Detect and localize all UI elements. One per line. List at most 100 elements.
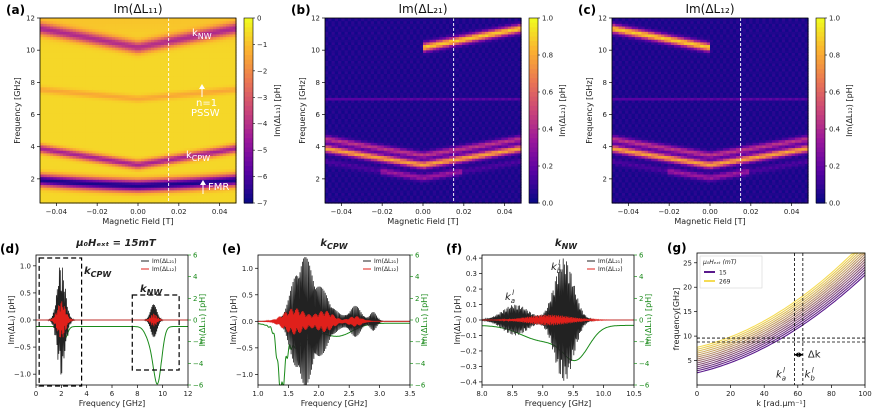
heatmap-cell-a	[180, 121, 185, 125]
heatmap-cell-a	[115, 23, 119, 27]
heatmap-cell-a	[75, 136, 80, 141]
heatmap-cell-a	[40, 129, 44, 133]
heatmap-cell-a	[85, 171, 90, 175]
heatmap-cell-a	[89, 152, 93, 157]
heatmap-cell-a	[111, 163, 116, 167]
heatmap-cell-a	[40, 25, 44, 30]
heatmap-cell-a	[154, 47, 159, 51]
heatmap-cell-a	[105, 181, 110, 186]
heatmap-cell-a	[190, 39, 195, 43]
heatmap-cell-a	[177, 152, 182, 157]
heatmap-cell-a	[89, 86, 93, 90]
heatmap-cell-a	[183, 62, 188, 67]
heatmap-cell-a	[66, 70, 70, 75]
heatmap-cell-a	[49, 70, 54, 75]
heatmap-cell-a	[131, 41, 136, 46]
heatmap-cell-a	[82, 166, 87, 170]
heatmap-cell-a	[98, 121, 103, 125]
heatmap-cell-a	[177, 113, 182, 117]
heatmap-cell-a	[118, 18, 123, 22]
heatmap-cell-a	[89, 62, 93, 67]
heatmap-cell-a	[69, 187, 74, 191]
heatmap-cell-a	[131, 168, 136, 172]
heatmap-cell-a	[75, 62, 80, 67]
heatmap-cell-a	[102, 76, 106, 80]
heatmap-cell-a	[66, 139, 70, 143]
heatmap-cell-a	[124, 23, 129, 27]
colorbar-segment-a	[244, 55, 253, 61]
heatmap-cell-a	[118, 99, 123, 104]
heatmap-cell-a	[134, 41, 139, 46]
heatmap-cell-a	[144, 23, 149, 27]
heatmap-cell-a	[131, 94, 136, 98]
heatmap-cell-a	[102, 99, 106, 104]
heatmap-cell-a	[46, 65, 51, 69]
heatmap-cell-a	[121, 134, 126, 138]
heatmap-cell-a	[173, 102, 178, 106]
heatmap-cell-a	[128, 78, 133, 83]
heatmap-cell-a	[43, 97, 48, 101]
heatmap-cell-a	[144, 41, 149, 46]
heatmap-cell-a	[177, 139, 182, 143]
heatmap-cell-a	[151, 195, 155, 199]
heatmap-cell-a	[75, 41, 80, 46]
heatmap-cell-a	[173, 195, 178, 199]
heatmap-cell-a	[46, 110, 51, 114]
heatmap-cell-a	[144, 62, 149, 67]
heatmap-a	[40, 18, 237, 204]
heatmap-cell-a	[66, 49, 70, 53]
heatmap-cell-a	[62, 195, 67, 199]
heatmap-cell-a	[160, 62, 165, 67]
heatmap-cell-a	[193, 166, 198, 170]
heatmap-cell-a	[118, 192, 123, 196]
heatmap-cell-a	[144, 70, 149, 75]
heatmap-cell-a	[40, 134, 44, 138]
heatmap-cell-a	[190, 105, 195, 109]
heatmap-cell-a	[105, 131, 110, 135]
heatmap-cell-a	[53, 92, 57, 96]
heatmap-cell-a	[167, 129, 172, 133]
heatmap-cell-a	[72, 131, 77, 135]
heatmap-cell-a	[131, 33, 136, 38]
heatmap-cell-a	[53, 39, 57, 43]
heatmap-cell-a	[95, 195, 100, 199]
heatmap-cell-a	[115, 65, 119, 69]
heatmap-cell-a	[40, 99, 44, 104]
heatmap-cell-a	[43, 147, 48, 151]
heatmap-cell-a	[82, 20, 87, 24]
heatmap-cell-a	[180, 68, 185, 72]
heatmap-cell-a	[170, 131, 175, 135]
heatmap-cell-a	[157, 147, 162, 151]
heatmap-cell-a	[85, 36, 90, 40]
heatmap-cell-a	[173, 163, 178, 167]
heatmap-cell-a	[40, 44, 44, 48]
heatmap-cell-a	[82, 168, 87, 172]
heatmap-cell-a	[95, 166, 100, 170]
heatmap-cell-a	[40, 155, 44, 159]
heatmap-cell-a	[62, 28, 67, 32]
heatmap-cell-a	[46, 92, 51, 96]
heatmap-cell-a	[72, 36, 77, 40]
heatmap-cell-a	[128, 181, 133, 186]
heatmap-cell-a	[82, 94, 87, 98]
heatmap-cell-a	[141, 52, 146, 56]
heatmap-cell-a	[72, 200, 77, 204]
heatmap-cell-a	[131, 131, 136, 135]
heatmap-cell-a	[53, 158, 57, 162]
heatmap-cell-a	[105, 92, 110, 96]
heatmap-cell-a	[75, 39, 80, 43]
heatmap-cell-a	[46, 184, 51, 188]
heatmap-cell-a	[170, 25, 175, 30]
heatmap-cell-a	[180, 76, 185, 80]
heatmap-cell-a	[121, 102, 126, 106]
heatmap-cell-a	[134, 55, 139, 59]
heatmap-cell-a	[187, 179, 191, 183]
heatmap-cell-a	[111, 20, 116, 24]
heatmap-cell-a	[128, 163, 133, 167]
heatmap-cell-a	[138, 126, 142, 130]
heatmap-cell-a	[49, 25, 54, 30]
heatmap-cell-a	[134, 150, 139, 154]
heatmap-cell-a	[66, 189, 70, 194]
heatmap-cell-a	[187, 195, 191, 199]
heatmap-cell-a	[167, 68, 172, 72]
